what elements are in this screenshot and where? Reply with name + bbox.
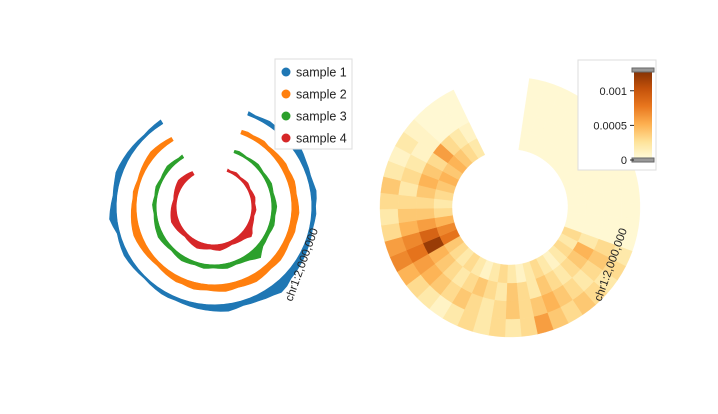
legend: sample 1 sample 2 sample 3 sample 4	[274, 58, 353, 150]
track-baseline-1	[115, 114, 313, 306]
legend-marker-1	[281, 67, 291, 77]
track-baseline-2	[135, 133, 293, 286]
legend-label-3: sample 3	[296, 110, 347, 124]
legend-marker-4	[281, 133, 291, 143]
heatmap-cell	[603, 203, 623, 218]
heatmap-cell	[379, 192, 399, 210]
heatmap-cell	[505, 300, 520, 320]
colorbar-gradient	[634, 70, 652, 160]
legend-label-2: sample 2	[296, 88, 347, 102]
heatmap-cell	[621, 202, 641, 220]
heatmap-cell	[506, 282, 519, 302]
colorbar-top-handle[interactable]	[631, 67, 655, 73]
colorbar-tick-label: 0.0005	[593, 120, 627, 132]
heatmap-cell	[468, 138, 486, 159]
legend-label-4: sample 4	[296, 132, 347, 146]
track-group	[109, 111, 317, 312]
heatmap-cell	[379, 208, 400, 226]
heatmap-cell	[602, 189, 623, 205]
colorbar-ticks: 0 0.0005 0.001	[593, 86, 634, 167]
heatmap-cell	[397, 208, 418, 224]
track-baseline-3	[155, 152, 273, 266]
heatmap-cell	[397, 194, 417, 210]
colorbar-tick-label: 0	[621, 155, 627, 167]
legend-marker-3	[281, 111, 291, 121]
heatmap-cell	[620, 186, 641, 204]
legend-label-1: sample 1	[296, 66, 347, 80]
heatmap-cell	[504, 318, 522, 338]
heatmap-cell	[585, 203, 605, 217]
heatmap-cell	[506, 264, 517, 284]
colorbar-tick-label: 0.001	[599, 86, 627, 98]
track-baseline-4	[175, 170, 253, 246]
legend-marker-2	[281, 89, 291, 99]
legend-items: sample 1 sample 2 sample 3 sample 4	[281, 66, 347, 146]
colorbar-bottom-handle[interactable]	[631, 157, 655, 163]
colorbar: 0 0.0005 0.001	[577, 59, 657, 171]
